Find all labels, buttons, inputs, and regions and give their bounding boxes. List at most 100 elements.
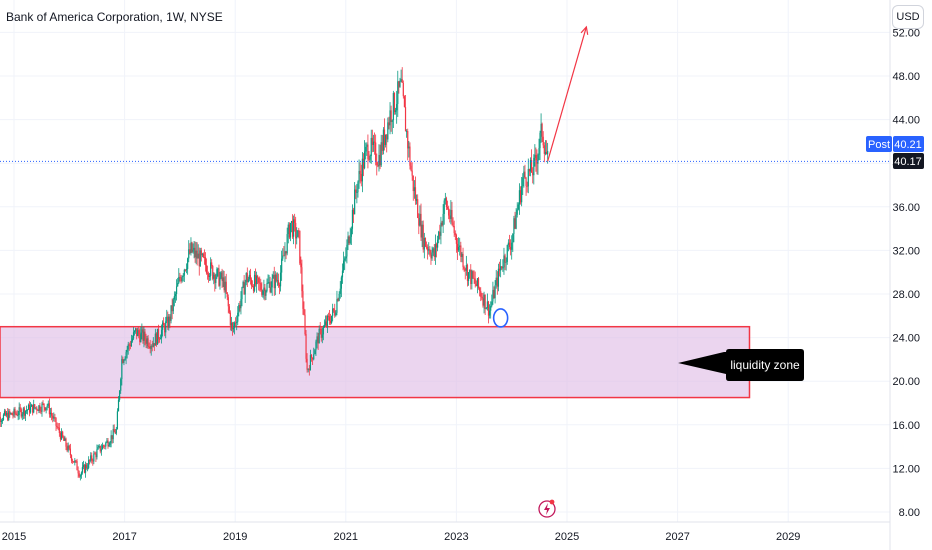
liquidity-zone-callout[interactable]: liquidity zone	[678, 349, 804, 381]
candle-body	[84, 464, 87, 473]
candle-body	[368, 159, 370, 160]
candle-body	[507, 242, 509, 245]
candle-body	[210, 262, 212, 276]
candle-body	[500, 266, 502, 271]
candle-body	[169, 316, 171, 321]
candle-body	[253, 274, 256, 291]
candle-body	[282, 255, 284, 259]
candle-body	[226, 292, 228, 298]
candle-body	[31, 404, 33, 407]
candle-body	[539, 132, 541, 149]
candle-body	[209, 275, 211, 277]
candle-body	[196, 250, 198, 259]
price-axis[interactable]: 8.00 12.00 16.00 20.00 24.00 28.00 32.00 36.00 4…	[892, 27, 920, 519]
candle-body	[294, 219, 296, 223]
candle-body	[401, 79, 403, 83]
candle-body	[105, 442, 107, 447]
candle-body	[451, 209, 453, 223]
candle-body	[470, 269, 472, 284]
candle-body	[173, 296, 175, 300]
candle-body	[45, 407, 47, 411]
candle-body	[270, 287, 272, 293]
currency-button[interactable]: USD	[892, 5, 924, 29]
candle-body	[272, 275, 274, 279]
candle-body	[49, 412, 52, 415]
candle-body	[245, 273, 247, 283]
candle-body	[38, 405, 40, 411]
candle-body	[224, 281, 226, 291]
low-circle-marker[interactable]	[492, 308, 509, 328]
candle-body	[22, 408, 24, 415]
candle-body	[356, 192, 358, 193]
price-tick-label: 48.00	[892, 71, 920, 83]
candle-body	[242, 282, 244, 288]
candle-body	[193, 247, 195, 250]
candle-body	[477, 278, 480, 288]
candle-body	[259, 282, 261, 284]
candle-body	[8, 411, 10, 420]
candle-body	[54, 417, 56, 419]
candle-body	[534, 154, 536, 158]
lightning-event-icon[interactable]	[538, 499, 556, 518]
candle-body	[448, 208, 450, 216]
candle-body	[410, 165, 412, 171]
candle-body	[424, 237, 427, 247]
price-tick-label: 28.00	[892, 289, 920, 301]
candle-body	[361, 158, 363, 182]
candle-body	[235, 322, 237, 324]
candle-body	[381, 142, 383, 151]
candle-body	[263, 287, 265, 292]
candle-body	[195, 250, 197, 258]
candle-body	[396, 104, 398, 111]
candle-body	[415, 199, 418, 201]
candle-body	[126, 349, 128, 353]
candle-body	[194, 247, 196, 258]
liquidity-zone-rect[interactable]	[0, 325, 751, 399]
price-tick-label: 52.00	[892, 27, 920, 39]
projection-arrow-line[interactable]	[547, 26, 587, 162]
candle-body	[459, 245, 461, 248]
candle-body	[547, 150, 549, 155]
candle-body	[493, 289, 495, 299]
candle-body	[419, 213, 421, 226]
candle-body	[218, 268, 220, 286]
candle-body	[302, 291, 304, 309]
candle-body	[287, 224, 289, 235]
candle-body	[171, 305, 173, 312]
candle-body	[502, 267, 504, 269]
candle-body	[190, 242, 192, 254]
year-tick-label: 2021	[334, 531, 358, 543]
candle-body	[144, 331, 146, 340]
candle-body	[2, 414, 5, 421]
candle-body	[17, 414, 19, 416]
candle-body	[332, 308, 334, 316]
candle-body	[277, 280, 280, 285]
candle-body	[231, 322, 234, 330]
candle-body	[442, 213, 444, 226]
candle-body	[511, 242, 513, 250]
candle-body	[536, 160, 538, 164]
candle-body	[133, 330, 136, 333]
candle-body	[366, 144, 368, 147]
candle-body	[348, 236, 350, 244]
candle-body	[291, 221, 294, 237]
candle-body	[289, 222, 292, 238]
candle-body	[145, 339, 147, 344]
candle-body	[20, 409, 22, 417]
candle-body	[48, 403, 50, 415]
candle-body	[163, 322, 165, 326]
price-tick-label: 24.00	[892, 333, 920, 345]
candle-body	[101, 445, 104, 450]
candle-body	[498, 268, 501, 271]
candle-body	[341, 270, 344, 278]
candle-body	[458, 247, 460, 251]
candle-body	[180, 278, 182, 282]
candle-body	[281, 258, 283, 273]
candle-body	[162, 322, 164, 330]
candle-body	[323, 324, 325, 328]
candle-body	[100, 449, 102, 452]
time-axis[interactable]: 2015 2017 2019 2021 2023 2025 2027 2029	[2, 531, 801, 543]
candle-body	[441, 222, 443, 226]
candle-body	[439, 231, 441, 236]
